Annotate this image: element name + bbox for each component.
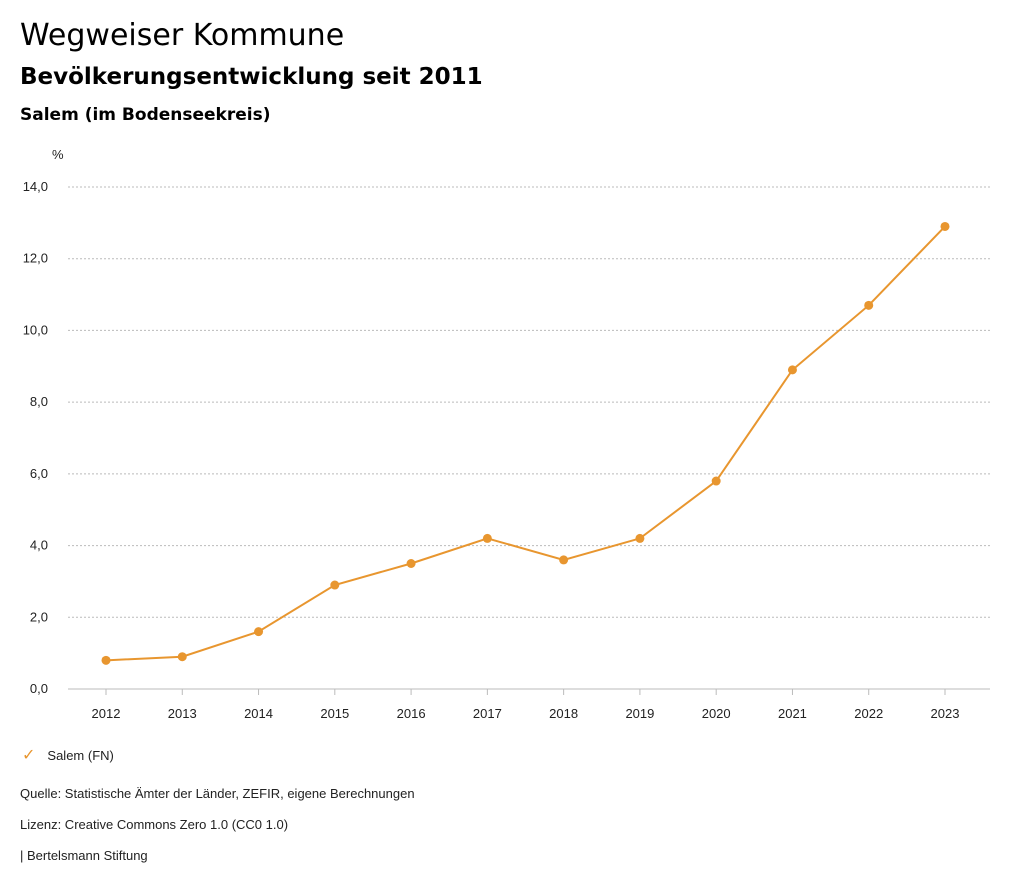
- chart-subtitle: Bevölkerungsentwicklung seit 2011: [20, 64, 483, 90]
- y-tick-label: 0,0: [30, 681, 48, 696]
- data-point: [406, 559, 416, 568]
- x-tick-label: 2015: [320, 706, 349, 721]
- license-note: Lizenz: Creative Commons Zero 1.0 (CC0 1…: [20, 817, 289, 832]
- x-tick-label: 2019: [625, 706, 654, 721]
- data-point: [559, 555, 569, 565]
- y-tick-label: 14,0: [23, 179, 48, 194]
- data-point: [940, 221, 950, 231]
- y-tick-label: 4,0: [30, 538, 48, 553]
- y-tick-label: 12,0: [23, 251, 48, 266]
- x-tick-label: 2023: [931, 706, 960, 721]
- x-tick-label: 2016: [397, 706, 426, 721]
- data-point: [711, 476, 721, 486]
- data-point: [635, 533, 645, 543]
- x-tick-label: 2014: [244, 706, 273, 721]
- x-tick-label: 2021: [778, 706, 807, 721]
- y-tick-label: 2,0: [30, 609, 48, 624]
- x-tick-label: 2017: [473, 706, 502, 721]
- publisher-note: | Bertelsmann Stiftung: [20, 848, 148, 863]
- y-tick-label: 8,0: [30, 394, 48, 409]
- x-tick-label: 2022: [854, 706, 883, 721]
- x-tick-label: 2018: [549, 706, 578, 721]
- check-icon: ✓: [22, 747, 36, 764]
- y-unit-label: %: [52, 147, 64, 162]
- data-point: [787, 365, 797, 375]
- series-line: [105, 225, 946, 662]
- data-point: [482, 533, 492, 543]
- y-tick-label: 6,0: [30, 466, 48, 481]
- legend-label: Salem (FN): [47, 747, 114, 763]
- data-point: [864, 300, 874, 310]
- data-point: [101, 655, 111, 665]
- data-point: [330, 580, 340, 590]
- source-note: Quelle: Statistische Ämter der Länder, Z…: [20, 786, 415, 801]
- x-tick-label: 2013: [168, 706, 197, 721]
- data-point: [177, 652, 187, 662]
- region-label: Salem (im Bodenseekreis): [20, 105, 271, 125]
- legend[interactable]: ✓ Salem (FN): [22, 745, 114, 765]
- x-tick-label: 2012: [92, 706, 121, 721]
- x-tick-label: 2020: [702, 706, 731, 721]
- data-point: [254, 627, 264, 637]
- page-title: Wegweiser Kommune: [20, 18, 345, 53]
- y-tick-label: 10,0: [23, 322, 48, 337]
